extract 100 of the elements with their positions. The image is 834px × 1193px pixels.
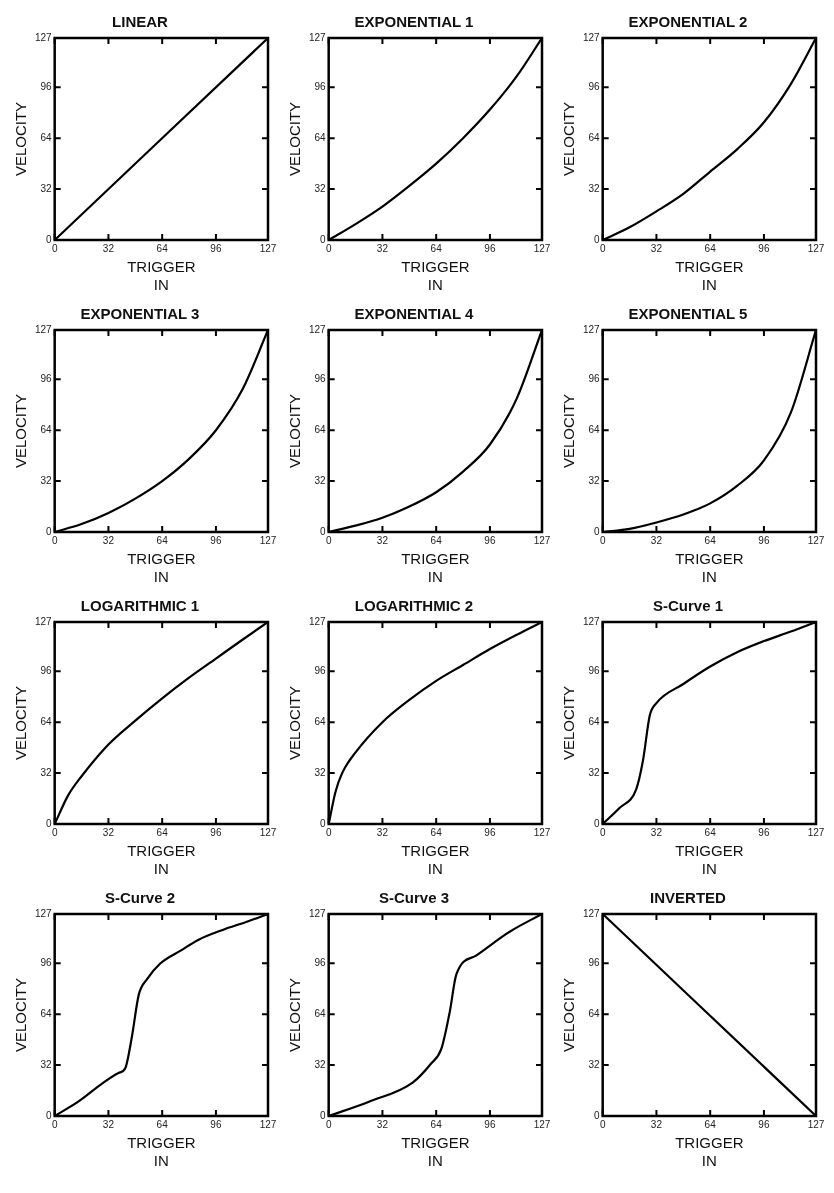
- y-tick-label: 0: [594, 525, 601, 537]
- x-axis-title: TRIGGER IN: [401, 550, 470, 586]
- y-tick-label: 127: [583, 907, 601, 919]
- x-tick-label: 32: [650, 1118, 663, 1130]
- y-tick-label: 32: [314, 1058, 327, 1070]
- y-tick-label: 64: [588, 1007, 601, 1019]
- y-axis-title: VELOCITY: [286, 685, 304, 761]
- x-axis-title: TRIGGER IN: [675, 550, 744, 586]
- x-axis-title: TRIGGER IN: [127, 258, 196, 294]
- x-tick-label: 32: [102, 1118, 115, 1130]
- y-tick-label: 64: [40, 1007, 53, 1019]
- x-tick-label: 64: [430, 826, 443, 838]
- y-tick-label: 127: [309, 615, 327, 627]
- x-tick-label: 64: [430, 242, 443, 254]
- y-tick-label: 96: [588, 957, 601, 969]
- chart-title: EXPONENTIAL 4: [354, 305, 475, 323]
- y-tick-label: 127: [583, 323, 601, 335]
- y-tick-label: 127: [309, 907, 327, 919]
- y-axis-title: VELOCITY: [12, 101, 30, 177]
- chart-title: S-Curve 2: [104, 889, 176, 907]
- y-tick-label: 32: [588, 766, 601, 778]
- x-tick-label: 96: [210, 1118, 222, 1130]
- x-axis-title: TRIGGER IN: [127, 842, 196, 878]
- y-tick-label: 96: [40, 81, 53, 93]
- chart-title: EXPONENTIAL 5: [628, 305, 748, 323]
- y-tick-label: 64: [314, 131, 327, 143]
- x-tick-label: 96: [210, 534, 222, 546]
- x-tick-label: 64: [156, 1118, 169, 1130]
- y-tick-label: 64: [40, 423, 53, 435]
- y-axis-title: VELOCITY: [12, 685, 30, 761]
- x-tick-label: 127: [807, 242, 825, 254]
- x-tick-label: 64: [704, 826, 717, 838]
- y-tick-label: 127: [35, 615, 53, 627]
- y-tick-label: 127: [583, 615, 601, 627]
- x-tick-label: 127: [807, 534, 825, 546]
- chart-title: EXPONENTIAL 2: [628, 13, 748, 31]
- y-tick-label: 32: [40, 1058, 53, 1070]
- y-tick-label: 32: [588, 474, 601, 486]
- x-axis-title: TRIGGER IN: [127, 550, 196, 586]
- y-tick-label: 32: [314, 474, 327, 486]
- x-tick-label: 96: [758, 534, 770, 546]
- x-tick-label: 127: [807, 1118, 825, 1130]
- y-tick-label: 96: [314, 81, 327, 93]
- y-tick-label: 0: [594, 817, 601, 829]
- y-axis-title: VELOCITY: [560, 977, 578, 1053]
- y-tick-label: 32: [314, 182, 327, 194]
- y-tick-label: 64: [588, 423, 601, 435]
- x-tick-label: 64: [430, 534, 443, 546]
- y-axis-title: VELOCITY: [286, 101, 304, 177]
- y-tick-label: 0: [46, 817, 53, 829]
- x-tick-label: 127: [259, 242, 277, 254]
- chart-title: EXPONENTIAL 1: [354, 13, 474, 31]
- x-tick-label: 64: [704, 1118, 717, 1130]
- x-tick-label: 32: [376, 826, 389, 838]
- y-tick-label: 64: [588, 715, 601, 727]
- y-tick-label: 0: [320, 525, 327, 537]
- y-tick-label: 0: [320, 233, 327, 245]
- x-axis-title: TRIGGER IN: [401, 842, 470, 878]
- y-tick-label: 96: [40, 665, 53, 677]
- y-tick-label: 64: [314, 1007, 327, 1019]
- chart-title: LOGARITHMIC 2: [354, 597, 474, 615]
- y-tick-label: 96: [588, 373, 601, 385]
- chart-title: S-Curve 3: [378, 889, 450, 907]
- x-tick-label: 32: [102, 534, 115, 546]
- y-axis-title: VELOCITY: [560, 685, 578, 761]
- x-tick-label: 32: [102, 826, 115, 838]
- x-tick-label: 96: [484, 534, 496, 546]
- x-tick-label: 96: [210, 826, 222, 838]
- y-tick-label: 0: [594, 1109, 601, 1121]
- x-tick-label: 32: [376, 534, 389, 546]
- x-tick-label: 32: [650, 826, 663, 838]
- y-tick-label: 0: [320, 817, 327, 829]
- x-tick-label: 127: [259, 826, 277, 838]
- x-tick-label: 127: [807, 826, 825, 838]
- y-tick-label: 0: [46, 525, 53, 537]
- x-tick-label: 127: [533, 242, 551, 254]
- y-tick-label: 64: [40, 131, 53, 143]
- x-tick-label: 64: [156, 242, 169, 254]
- x-tick-label: 64: [704, 534, 717, 546]
- y-tick-label: 127: [309, 323, 327, 335]
- x-axis-title: TRIGGER IN: [675, 842, 744, 878]
- x-axis-title: TRIGGER IN: [127, 1134, 196, 1170]
- y-axis-title: VELOCITY: [560, 101, 578, 177]
- x-tick-label: 127: [533, 1118, 551, 1130]
- chart-title: LOGARITHMIC 1: [80, 597, 200, 615]
- y-tick-label: 64: [588, 131, 601, 143]
- x-tick-label: 32: [102, 242, 115, 254]
- x-tick-label: 64: [704, 242, 717, 254]
- x-axis-title: TRIGGER IN: [401, 1134, 470, 1170]
- chart-title: S-Curve 1: [652, 597, 724, 615]
- x-tick-label: 96: [758, 242, 770, 254]
- x-tick-label: 96: [484, 242, 496, 254]
- y-tick-label: 32: [40, 766, 53, 778]
- y-tick-label: 96: [588, 81, 601, 93]
- x-tick-label: 32: [650, 534, 663, 546]
- y-axis-title: VELOCITY: [286, 977, 304, 1053]
- x-tick-label: 96: [210, 242, 222, 254]
- x-tick-label: 32: [650, 242, 663, 254]
- x-tick-label: 127: [533, 826, 551, 838]
- y-tick-label: 127: [309, 31, 327, 43]
